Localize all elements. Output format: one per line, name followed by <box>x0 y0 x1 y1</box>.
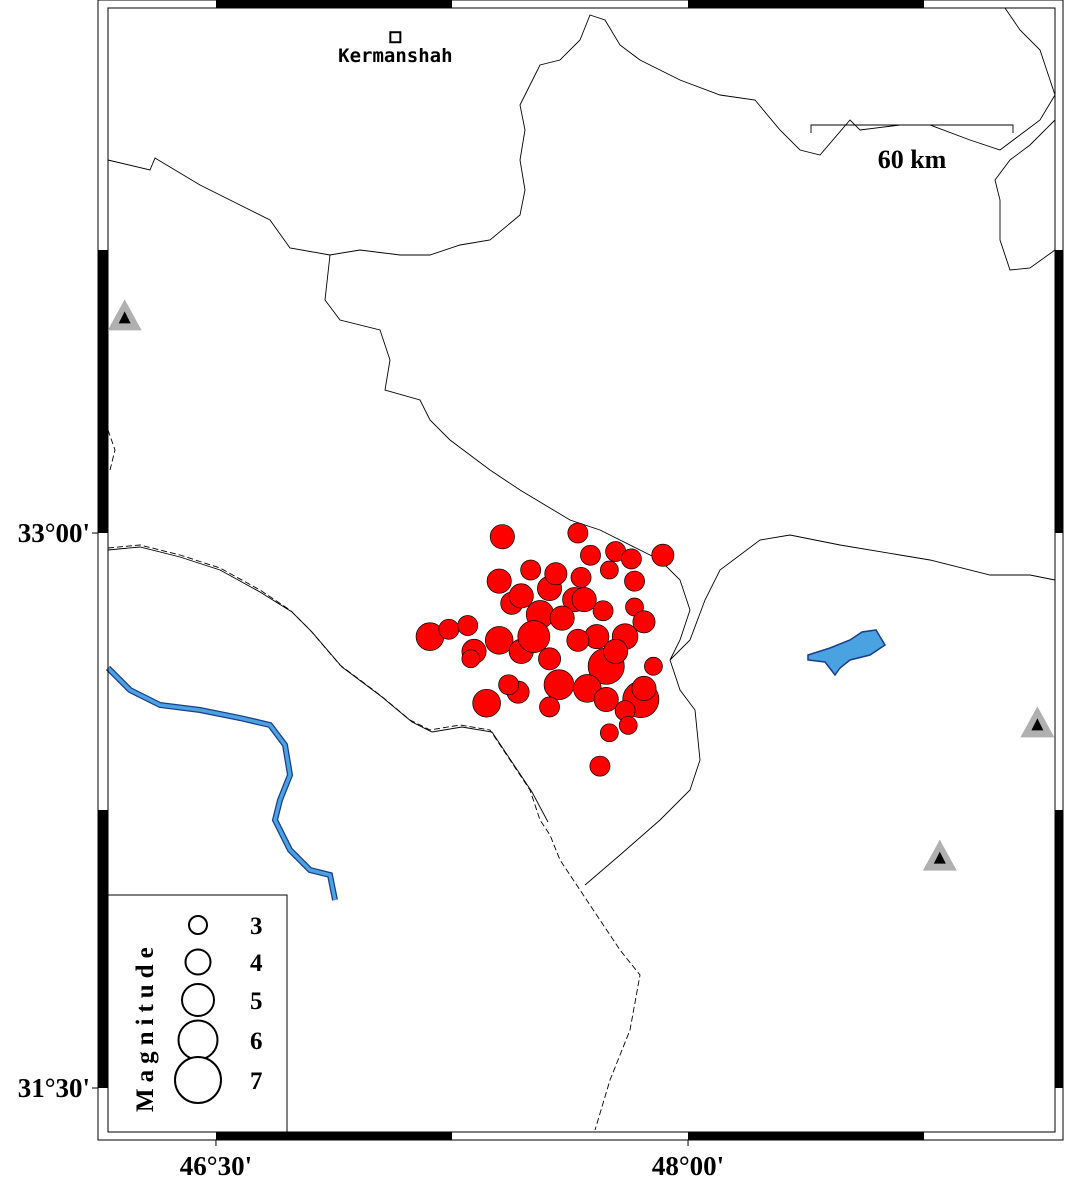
earthquake <box>508 583 534 609</box>
earthquake <box>592 600 614 622</box>
earthquake <box>457 615 479 636</box>
earthquake <box>593 687 619 713</box>
earthquake <box>600 723 619 743</box>
earthquake <box>624 570 645 592</box>
legend-symbol <box>184 948 212 976</box>
earthquake <box>632 610 656 634</box>
frame-segment <box>1055 810 1063 1088</box>
border <box>584 659 701 886</box>
legend-symbol <box>188 915 208 935</box>
legend-label: 3 <box>250 913 263 940</box>
international-border <box>107 544 641 1131</box>
earthquake <box>618 716 638 735</box>
city-marker <box>389 31 402 44</box>
earthquake <box>549 605 575 631</box>
frame-outer <box>97 0 1064 1141</box>
earthquake <box>489 524 515 550</box>
scale-bar: 60 km <box>810 124 1014 174</box>
frame-segment <box>688 0 924 8</box>
frame-inner <box>107 7 1056 1133</box>
border <box>994 119 1056 271</box>
y-tick-label: 33°00' <box>18 518 90 548</box>
legend-symbol <box>174 1056 222 1104</box>
border <box>107 14 1056 256</box>
station-inner <box>118 311 131 324</box>
legend-symbol <box>177 1019 219 1061</box>
earthquake <box>570 567 592 588</box>
earthquake <box>566 628 590 652</box>
frame-segment <box>98 810 108 1088</box>
earthquake <box>538 647 562 671</box>
legend-label: 4 <box>250 950 263 977</box>
earthquake <box>567 522 589 544</box>
frame-segment <box>688 1132 924 1140</box>
earthquake <box>486 568 512 594</box>
earthquake <box>644 656 663 676</box>
legend-label: 5 <box>250 988 263 1015</box>
lake <box>807 629 887 677</box>
legend-title: Magnitude <box>132 941 159 1112</box>
earthquake <box>600 560 619 580</box>
international-border <box>107 429 116 471</box>
boundaries <box>107 7 1056 1131</box>
station-inner <box>1031 718 1044 731</box>
legend-label: 6 <box>250 1028 263 1055</box>
earthquake <box>571 587 597 613</box>
station-inner <box>933 851 946 864</box>
earthquake <box>517 620 551 653</box>
legend-symbol <box>181 983 215 1017</box>
city-label: Kermanshah <box>338 45 452 67</box>
earthquake <box>589 755 611 777</box>
earthquake <box>438 618 460 640</box>
frame-segment <box>98 250 108 533</box>
scale-label: 60 km <box>878 145 947 174</box>
events <box>415 522 675 777</box>
border <box>1004 7 1056 96</box>
earthquake <box>484 626 514 655</box>
earthquake <box>580 544 601 566</box>
earthquake <box>651 543 675 567</box>
earthquake <box>543 669 575 701</box>
earthquake <box>539 696 560 718</box>
scale-line <box>810 124 1014 133</box>
earthquake <box>631 675 657 701</box>
border <box>324 254 1056 661</box>
river <box>106 666 337 901</box>
frame-segment <box>1055 250 1063 533</box>
earthquake <box>498 674 520 696</box>
y-tick-label: 31°30' <box>18 1073 90 1103</box>
earthquake <box>544 562 568 586</box>
earthquake <box>461 649 481 669</box>
frame-segment <box>216 1132 452 1140</box>
legend-label: 7 <box>250 1068 263 1095</box>
x-tick-label: 46°30' <box>180 1151 252 1180</box>
earthquake <box>620 548 642 570</box>
earthquake <box>472 688 501 718</box>
water <box>105 629 887 901</box>
earthquake <box>520 559 542 581</box>
earthquake <box>603 638 629 664</box>
frame <box>97 0 1064 1141</box>
frame-segment <box>216 0 452 8</box>
x-tick-label: 48°00' <box>652 1151 724 1180</box>
